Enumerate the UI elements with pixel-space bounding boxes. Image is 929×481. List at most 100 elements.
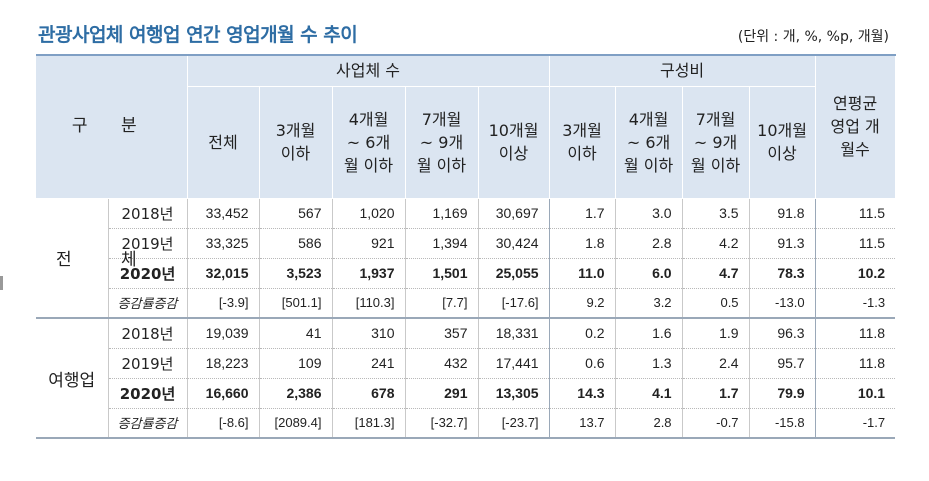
table-cell: 4.7 xyxy=(682,258,750,289)
table-cell: 10.2 xyxy=(815,258,896,289)
table-cell: 18,331 xyxy=(478,318,550,349)
table-row: 2020년 16,660 2,386 678 291 13,305 14.3 4.1 1.7 79… xyxy=(36,378,896,409)
table-cell: -1.3 xyxy=(815,288,896,319)
table-cell: 18,223 xyxy=(187,348,260,379)
table-cell: 1.7 xyxy=(549,198,616,229)
table-cell: 3,523 xyxy=(259,258,333,289)
table-cell: 241 xyxy=(332,348,406,379)
table-cell: -1.7 xyxy=(815,408,896,439)
table-cell: 1.8 xyxy=(549,228,616,259)
table-cell: 16,660 xyxy=(187,378,260,409)
header-gubun: 구 분 xyxy=(36,54,188,199)
side-marker xyxy=(0,276,3,290)
table-cell: 13.7 xyxy=(549,408,616,439)
section-label: 전 체 xyxy=(36,198,137,319)
table-cell: 30,424 xyxy=(478,228,550,259)
table-cell: 11.5 xyxy=(815,198,896,229)
row-year-label: 2018년 xyxy=(108,198,188,229)
table-row: 2019년 18,223 109 241 432 17,441 0.6 1.3 2.4 95.7 1… xyxy=(36,348,896,379)
header-ratio-col: 3개월 이하 xyxy=(549,86,616,199)
table-cell: 25,055 xyxy=(478,258,550,289)
table-cell: [501.1] xyxy=(259,288,333,319)
table-cell: [-23.7] xyxy=(478,408,550,439)
table-cell: 586 xyxy=(259,228,333,259)
table-cell: [110.3] xyxy=(332,288,406,319)
table-cell: 0.6 xyxy=(549,348,616,379)
table-cell: 921 xyxy=(332,228,406,259)
header-group-ratio: 구성비 xyxy=(549,54,816,87)
table-body: 전 체 2018년 33,452 567 1,020 1,169 30,697 1.7 3.0 3… xyxy=(36,198,896,439)
data-table: 구 분 사업체 수 구성비 연평균 영업 개월수 전체 3개월 이하 4개월 ~… xyxy=(36,54,896,439)
table-cell: 1,394 xyxy=(405,228,479,259)
table-cell: [-3.9] xyxy=(187,288,260,319)
table-cell: 678 xyxy=(332,378,406,409)
row-year-label: 2020년 xyxy=(108,378,188,409)
table-cell: 1.3 xyxy=(615,348,683,379)
page-title: 관광사업체 여행업 연간 영업개월 수 추이 xyxy=(38,24,358,46)
header-count-col: 4개월 ~ 6개월 이하 xyxy=(332,86,406,199)
table-cell: 6.0 xyxy=(615,258,683,289)
table-cell: 14.3 xyxy=(549,378,616,409)
row-year-label: 2020년 xyxy=(108,258,188,289)
table-cell: 109 xyxy=(259,348,333,379)
table-row: 증감률증감 [-3.9] [501.1] [110.3] [7.7] [-17.6] 9.2… xyxy=(36,288,896,319)
table-cell: 3.5 xyxy=(682,198,750,229)
table-cell: [-8.6] xyxy=(187,408,260,439)
table-cell: 2.8 xyxy=(615,408,683,439)
table-cell: 91.8 xyxy=(749,198,816,229)
header-count-col: 3개월 이하 xyxy=(259,86,333,199)
header-count-col: 7개월 ~ 9개월 이하 xyxy=(405,86,479,199)
table-cell: 91.3 xyxy=(749,228,816,259)
table-cell: 2.8 xyxy=(615,228,683,259)
table-cell: 1.9 xyxy=(682,318,750,349)
table-cell: -13.0 xyxy=(749,288,816,319)
table-cell: 567 xyxy=(259,198,333,229)
table-cell: 9.2 xyxy=(549,288,616,319)
table-cell: 2.4 xyxy=(682,348,750,379)
table-cell: 96.3 xyxy=(749,318,816,349)
table-cell: 78.3 xyxy=(749,258,816,289)
header-ratio-col: 10개월 이상 xyxy=(749,86,816,199)
table-cell: 11.8 xyxy=(815,348,896,379)
table-row: 여행업 2018년 19,039 41 310 357 18,331 0.2 1.6 1.9 96.… xyxy=(36,318,896,439)
table-cell: 357 xyxy=(405,318,479,349)
table-cell: 310 xyxy=(332,318,406,349)
table-row: 2019년 33,325 586 921 1,394 30,424 1.8 2.8 4.2 91.… xyxy=(36,228,896,259)
table-cell: -0.7 xyxy=(682,408,750,439)
header-group-count: 사업체 수 xyxy=(187,54,550,87)
table-cell: 1,169 xyxy=(405,198,479,229)
table-cell: [-17.6] xyxy=(478,288,550,319)
table-cell: 1.6 xyxy=(615,318,683,349)
table-cell: 1,501 xyxy=(405,258,479,289)
header-avg: 연평균 영업 개월수 xyxy=(815,54,896,199)
row-year-label: 2019년 xyxy=(108,348,188,379)
row-year-label: 2018년 xyxy=(108,318,188,349)
table-cell: [-32.7] xyxy=(405,408,479,439)
table-cell: [7.7] xyxy=(405,288,479,319)
table-cell: 32,015 xyxy=(187,258,260,289)
table-cell: 4.1 xyxy=(615,378,683,409)
table-row: 전 체 2018년 33,452 567 1,020 1,169 30,697 1.7 3.0 3… xyxy=(36,198,896,319)
table-cell: [181.3] xyxy=(332,408,406,439)
table-cell: 10.1 xyxy=(815,378,896,409)
table-cell: 1,937 xyxy=(332,258,406,289)
table-header: 구 분 사업체 수 구성비 연평균 영업 개월수 전체 3개월 이하 4개월 ~… xyxy=(36,54,896,199)
table-cell: 2,386 xyxy=(259,378,333,409)
table-row: 2020년 32,015 3,523 1,937 1,501 25,055 11.0 6.0 4… xyxy=(36,258,896,289)
row-year-label: 증감률증감 xyxy=(108,288,188,319)
table-cell: 19,039 xyxy=(187,318,260,349)
table-cell: 3.0 xyxy=(615,198,683,229)
table-cell: 79.9 xyxy=(749,378,816,409)
table-cell: 291 xyxy=(405,378,479,409)
table-cell: 1.7 xyxy=(682,378,750,409)
header-count-col: 10개월 이상 xyxy=(478,86,550,199)
table-cell: 95.7 xyxy=(749,348,816,379)
table-cell: [2089.4] xyxy=(259,408,333,439)
table-cell: 11.8 xyxy=(815,318,896,349)
table-cell: 11.0 xyxy=(549,258,616,289)
table-cell: 4.2 xyxy=(682,228,750,259)
table-row: 증감률증감 [-8.6] [2089.4] [181.3] [-32.7] [-23.7]… xyxy=(36,408,896,439)
table-cell: 0.2 xyxy=(549,318,616,349)
table-cell: 3.2 xyxy=(615,288,683,319)
table-cell: 33,325 xyxy=(187,228,260,259)
